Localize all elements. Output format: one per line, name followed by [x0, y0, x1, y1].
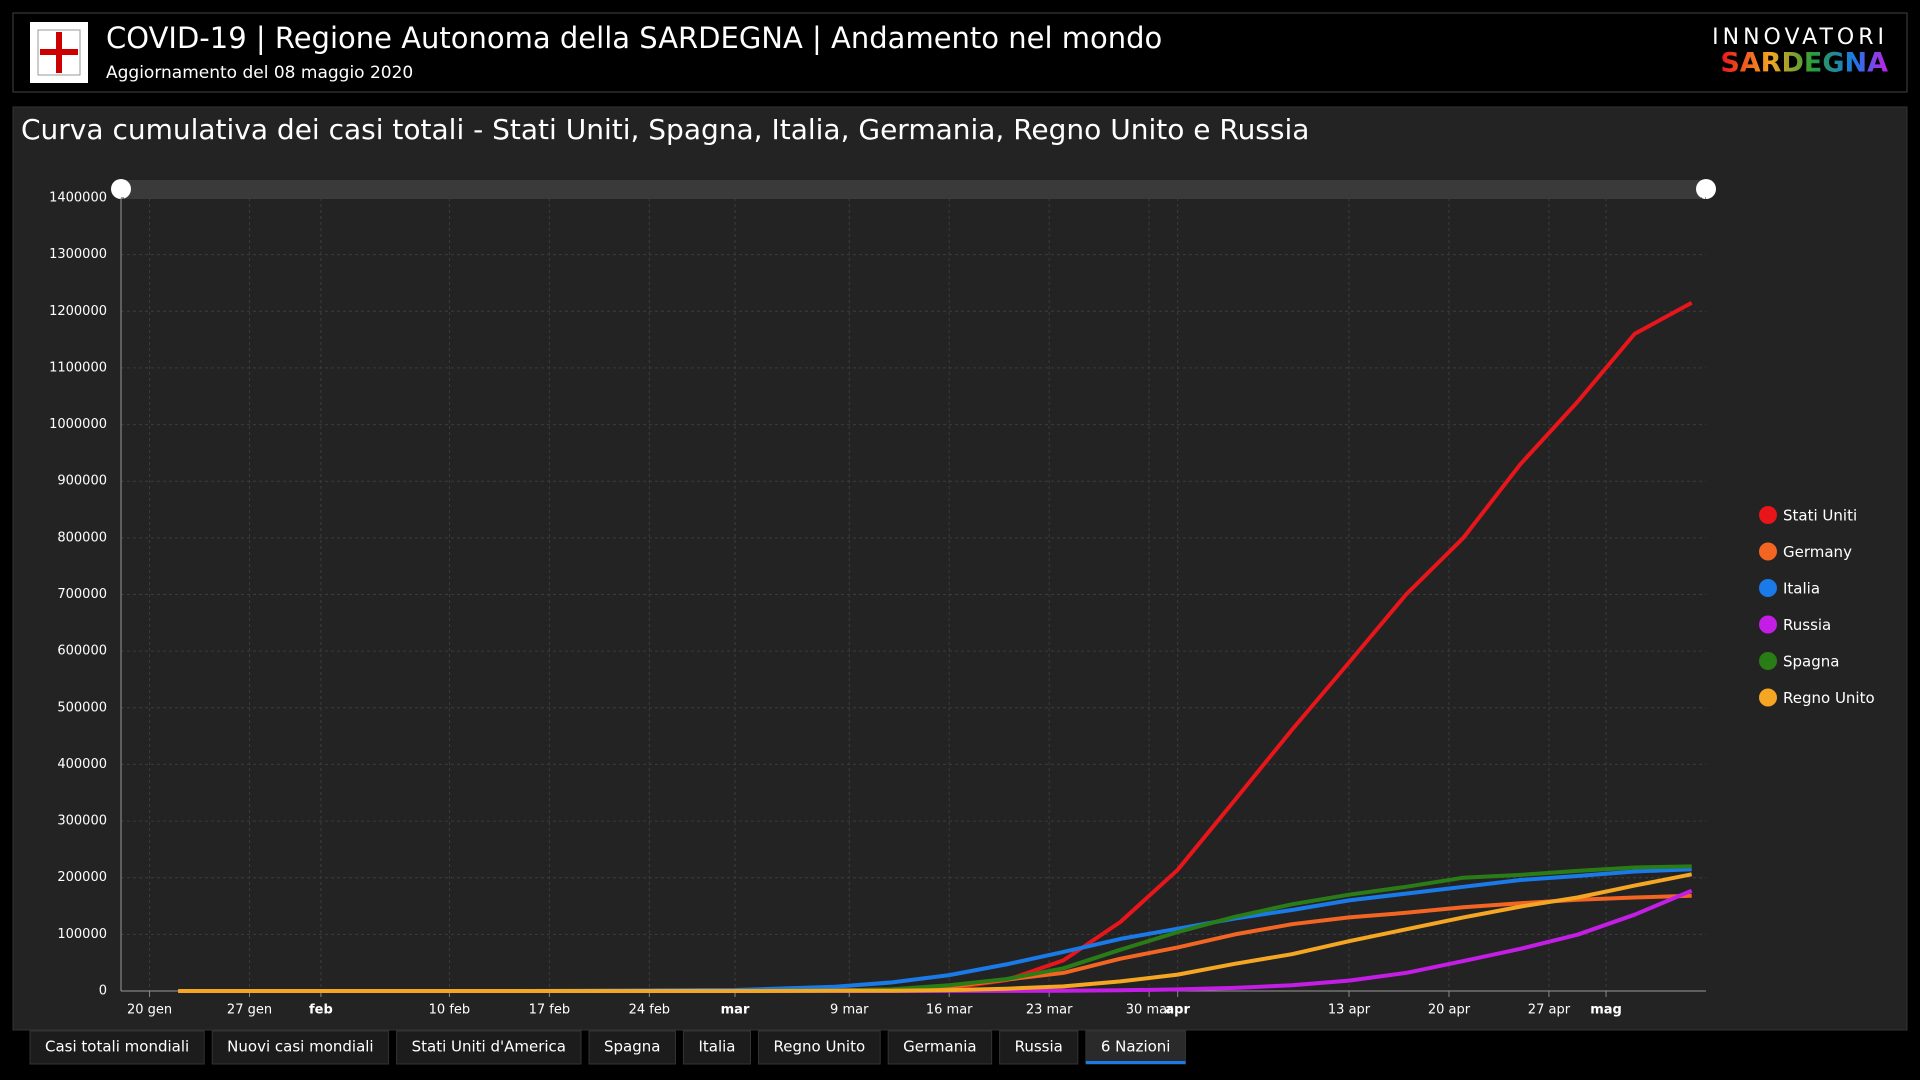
legend-swatch[interactable] [1759, 506, 1777, 524]
chart-panel [12, 106, 1908, 1031]
x-tick-label: apr [1165, 1003, 1190, 1018]
header-subtitle: Aggiornamento del 08 maggio 2020 [106, 63, 413, 83]
tab[interactable] [682, 1030, 751, 1065]
series-line [178, 872, 1693, 993]
legend-label[interactable]: Italia [1783, 580, 1820, 598]
x-tick-label: 24 feb [629, 1003, 671, 1018]
tab-label[interactable]: Nuovi casi mondiali [227, 1038, 373, 1056]
x-tick-label: 30 mar [1126, 1003, 1173, 1018]
tab-label[interactable]: Italia [698, 1038, 735, 1056]
y-tick-label: 200000 [57, 870, 107, 885]
x-tick-label: 10 feb [429, 1003, 471, 1018]
legend-swatch[interactable] [1759, 652, 1777, 670]
chart-title: Curva cumulativa dei casi totali - Stati… [21, 113, 1309, 146]
x-tick-label: feb [309, 1003, 333, 1018]
x-tick-label: 27 gen [227, 1003, 272, 1018]
logo-top: INNOVATORI [1712, 25, 1888, 50]
tab-label[interactable]: 6 Nazioni [1101, 1038, 1171, 1056]
x-tick-label: mar [721, 1003, 750, 1018]
tab[interactable] [29, 1030, 205, 1065]
tab[interactable] [887, 1030, 993, 1065]
tab-label[interactable]: Germania [903, 1038, 976, 1056]
legend-label[interactable]: Germany [1783, 543, 1852, 561]
logo-bottom: SARDEGNA [1720, 48, 1888, 79]
legend-label[interactable]: Russia [1783, 616, 1831, 634]
header-title: COVID-19 | Regione Autonoma della SARDEG… [106, 21, 1162, 55]
header [12, 12, 1908, 93]
y-tick-label: 300000 [57, 814, 107, 829]
y-tick-label: 1100000 [49, 360, 107, 375]
legend-swatch[interactable] [1759, 542, 1777, 561]
tab-label[interactable]: Russia [1015, 1038, 1063, 1056]
legend-label[interactable]: Regno Unito [1783, 689, 1875, 707]
tab[interactable] [758, 1030, 881, 1065]
tab-label[interactable]: Stati Uniti d'America [412, 1038, 566, 1056]
x-tick-label: mag [1590, 1003, 1622, 1018]
x-tick-label: 16 mar [926, 1003, 973, 1018]
scroll-handle[interactable] [111, 179, 131, 199]
y-tick-label: 500000 [57, 700, 107, 715]
tab-label[interactable]: Casi totali mondiali [45, 1038, 189, 1056]
y-tick-label: 1400000 [49, 191, 107, 206]
y-tick-label: 600000 [57, 644, 107, 659]
tab-label[interactable]: Regno Unito [774, 1038, 866, 1056]
x-tick-label: 27 apr [1528, 1003, 1571, 1018]
y-tick-label: 900000 [57, 474, 107, 489]
y-tick-label: 700000 [57, 587, 107, 602]
y-tick-label: 0 [99, 984, 107, 999]
y-tick-label: 100000 [57, 927, 107, 942]
tab[interactable] [999, 1030, 1079, 1065]
tab[interactable] [211, 1030, 390, 1065]
logo-flag [30, 22, 88, 83]
tab-label[interactable]: Spagna [604, 1038, 660, 1056]
tab[interactable] [588, 1030, 676, 1065]
legend-swatch[interactable] [1759, 615, 1777, 634]
x-tick-label: 13 apr [1328, 1003, 1371, 1018]
x-tick-label: 20 gen [127, 1003, 172, 1018]
legend-label[interactable]: Spagna [1783, 653, 1839, 671]
y-tick-label: 1000000 [49, 417, 107, 432]
tab-active-bar [1085, 1061, 1186, 1064]
x-tick-label: 17 feb [529, 1003, 571, 1018]
scroll-handle[interactable] [1696, 179, 1716, 199]
x-tick-label: 23 mar [1026, 1003, 1073, 1018]
x-tick-label: 20 apr [1428, 1003, 1471, 1018]
y-tick-label: 1200000 [49, 304, 107, 319]
legend-swatch[interactable] [1759, 688, 1777, 707]
y-tick-label: 1300000 [49, 247, 107, 262]
x-tick-label: 9 mar [830, 1003, 869, 1018]
y-tick-label: 400000 [57, 757, 107, 772]
legend-swatch[interactable] [1759, 579, 1777, 597]
y-tick-label: 800000 [57, 530, 107, 545]
tab[interactable] [396, 1030, 582, 1065]
scrollbar[interactable] [121, 180, 1706, 199]
legend-label[interactable]: Stati Uniti [1783, 507, 1857, 525]
